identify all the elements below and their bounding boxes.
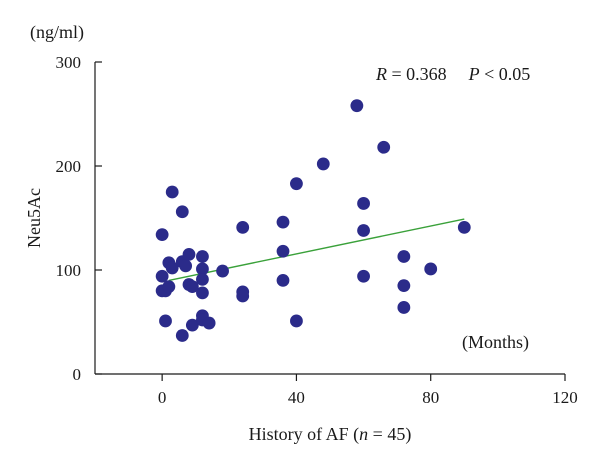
- x-tick-label: 40: [288, 388, 305, 407]
- data-point: [350, 99, 364, 113]
- data-point: [397, 301, 411, 314]
- data-point: [457, 220, 471, 234]
- data-point: [165, 261, 179, 275]
- data-point: [236, 289, 250, 303]
- data-point: [276, 244, 290, 258]
- data-point: [290, 177, 303, 191]
- x-axis-title: History of AF (n = 45): [249, 424, 412, 445]
- x-axis-title-prefix: History of AF (: [249, 424, 360, 445]
- data-point: [424, 262, 438, 276]
- data-point: [182, 248, 196, 261]
- data-point: [196, 262, 209, 276]
- y-unit-label: (ng/ml): [30, 22, 84, 43]
- data-point: [357, 269, 370, 283]
- data-point: [397, 250, 411, 263]
- data-point: [179, 259, 193, 273]
- data-point: [357, 197, 370, 210]
- data-point: [155, 269, 169, 283]
- x-tick-label: 80: [422, 388, 439, 407]
- data-point: [196, 286, 209, 300]
- data-point: [165, 185, 179, 199]
- data-point: [236, 220, 250, 234]
- x-unit-label: (Months): [462, 332, 529, 353]
- stats-annotation: R = 0.368 P < 0.05: [375, 64, 530, 84]
- y-tick-label: 300: [56, 53, 82, 72]
- data-point: [276, 215, 290, 229]
- data-point: [290, 314, 303, 328]
- data-point: [155, 228, 169, 242]
- x-axis-title-n: n: [359, 424, 368, 444]
- data-point: [316, 157, 330, 171]
- data-points: [155, 99, 471, 342]
- p-symbol: P: [468, 64, 480, 84]
- data-point: [202, 316, 216, 330]
- p-value: < 0.05: [480, 64, 531, 84]
- y-tick-label: 0: [73, 365, 82, 384]
- r-value: = 0.368: [387, 64, 447, 84]
- x-axis-ticks: 0 40 80 120: [158, 374, 578, 407]
- data-point: [159, 314, 172, 328]
- data-point: [357, 224, 370, 237]
- y-tick-label: 100: [56, 261, 82, 280]
- y-tick-label: 200: [56, 157, 82, 176]
- r-symbol: R: [375, 64, 387, 84]
- x-tick-label: 0: [158, 388, 167, 407]
- data-point: [185, 280, 199, 294]
- y-axis-title: Neu5Ac: [24, 188, 44, 248]
- data-point: [175, 329, 189, 342]
- x-axis-title-suffix: = 45): [368, 424, 411, 445]
- trend-line: [168, 218, 465, 282]
- data-point: [196, 272, 209, 286]
- data-point: [175, 205, 189, 219]
- data-point: [196, 250, 209, 263]
- y-axis-ticks: 0 100 200 300: [56, 53, 102, 384]
- data-point: [276, 274, 290, 287]
- data-point: [397, 279, 411, 292]
- data-point: [377, 140, 391, 154]
- data-point: [162, 280, 176, 294]
- data-point: [185, 318, 199, 332]
- x-tick-label: 120: [552, 388, 578, 407]
- data-point: [216, 264, 229, 278]
